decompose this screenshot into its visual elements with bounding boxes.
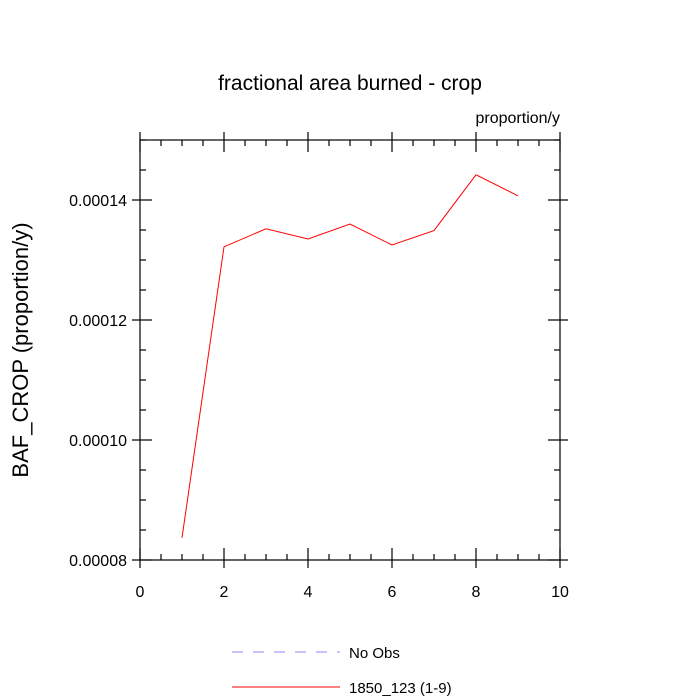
x-axis: 0 2 4 6 8 10 [136, 132, 569, 601]
series-layer [181, 174, 519, 538]
x-tick-label: 6 [388, 584, 397, 601]
y-tick-label: 0.00010 [69, 433, 127, 450]
y-tick-label: 0.00014 [69, 193, 127, 210]
x-tick-label: 10 [551, 584, 569, 601]
chart-title: fractional area burned - crop [218, 72, 482, 95]
x-tick-label: 4 [304, 584, 313, 601]
x-tick-label: 2 [220, 584, 229, 601]
y-axis: 0.00008 0.00010 0.00012 0.00014 [69, 139, 568, 570]
units-label: proportion/y [476, 110, 561, 127]
y-axis-label: BAF_CROP (proportion/y) [8, 222, 33, 477]
legend: No Obs 1850_123 (1-9) [232, 645, 452, 697]
plot-frame [139, 139, 561, 561]
y-tick-label: 0.00008 [69, 553, 127, 570]
legend-label: 1850_123 (1-9) [349, 680, 452, 697]
y-tick-label: 0.00012 [69, 313, 127, 330]
legend-label: No Obs [349, 645, 400, 662]
x-tick-label: 8 [472, 584, 481, 601]
x-tick-label: 0 [136, 584, 145, 601]
series-line [181, 174, 519, 538]
